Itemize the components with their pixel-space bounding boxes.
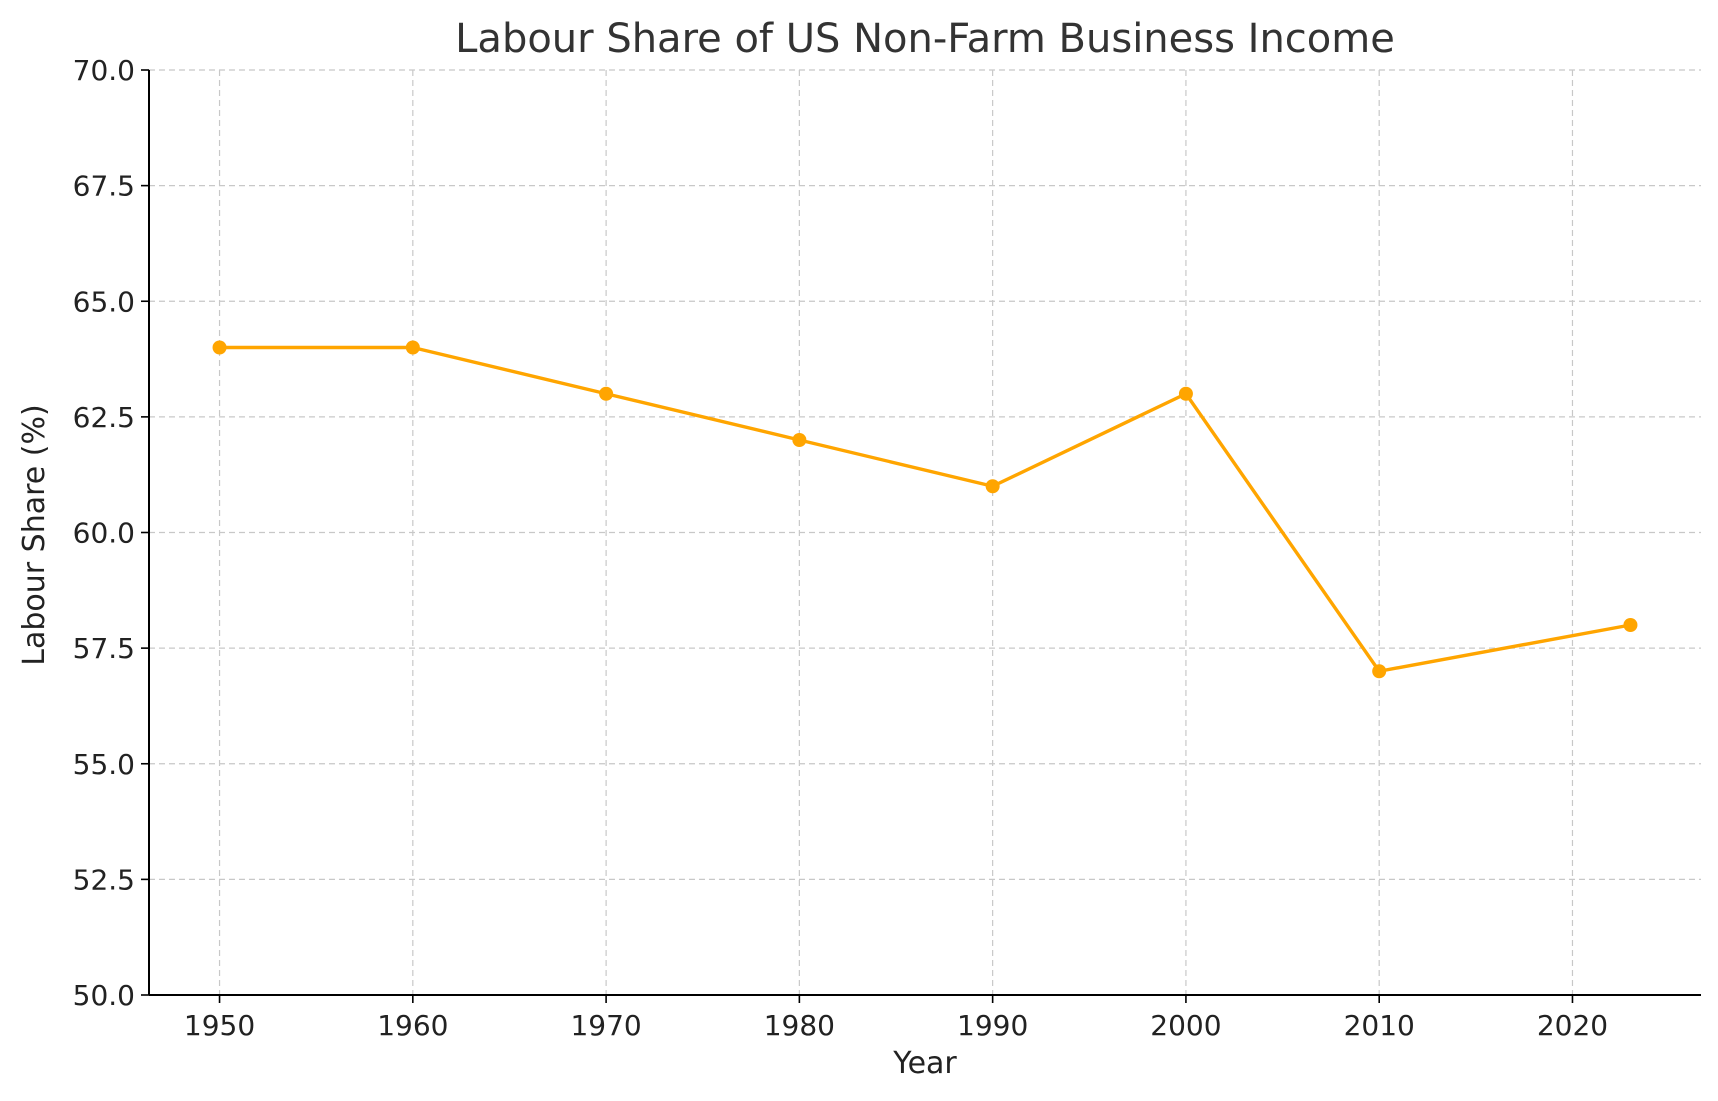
x-axis-label: Year (892, 1046, 957, 1081)
y-tick-label: 57.5 (73, 632, 135, 665)
x-tick-label: 2000 (1150, 1009, 1221, 1042)
x-tick-label: 2020 (1537, 1009, 1608, 1042)
x-tick-label: 1980 (764, 1009, 835, 1042)
data-point (985, 479, 1000, 494)
data-point (1623, 618, 1638, 632)
y-tick-label: 62.5 (73, 401, 135, 434)
y-tick-label: 52.5 (73, 863, 135, 896)
y-tick-label: 67.5 (73, 170, 135, 203)
x-tick-label: 1960 (377, 1009, 448, 1042)
y-tick-label: 70.0 (73, 54, 135, 87)
chart-title: Labour Share of US Non-Farm Business Inc… (455, 16, 1395, 62)
data-point (405, 340, 420, 355)
y-tick-label: 55.0 (73, 748, 135, 781)
data-series (212, 340, 1638, 679)
ticks: 1950 1960 1970 1980 1990 2000 2010 2020 50.0 52.5… (73, 54, 1608, 1042)
data-point (1372, 664, 1387, 679)
x-tick-label: 1990 (957, 1009, 1028, 1042)
data-point (792, 433, 807, 447)
y-tick-label: 65.0 (73, 285, 135, 318)
x-tick-label: 1950 (184, 1009, 255, 1042)
data-point (212, 340, 227, 355)
y-axis-label: Labour Share (%) (17, 404, 52, 665)
x-tick-label: 2010 (1344, 1009, 1415, 1042)
x-tick-label: 1970 (570, 1009, 641, 1042)
y-tick-label: 50.0 (73, 979, 135, 1012)
y-tick-label: 60.0 (73, 517, 135, 550)
data-point (1178, 386, 1193, 401)
grid (149, 69, 1701, 996)
series-line (217, 345, 1633, 673)
data-point (599, 386, 614, 401)
